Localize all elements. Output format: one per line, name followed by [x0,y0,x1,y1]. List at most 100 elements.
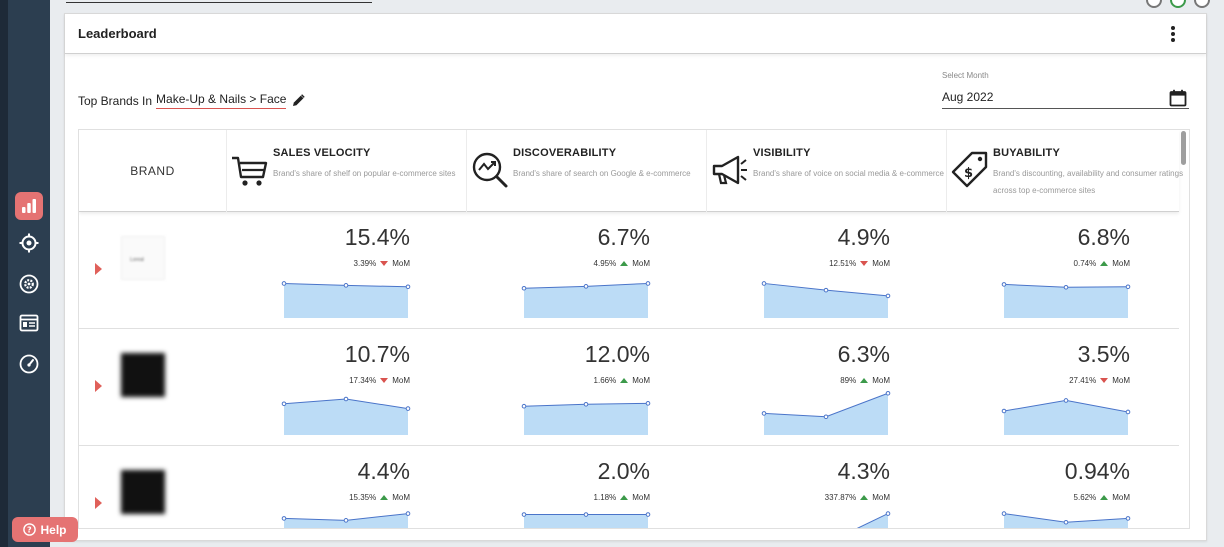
mom-change-value: 1.18% [593,493,617,502]
metric-description: Brand's share of voice on social media &… [753,169,944,178]
status-circle-green-icon[interactable] [1170,0,1186,8]
mom-change-value: 12.51% [829,259,857,268]
sparkline-point [1001,282,1007,287]
sparkline-area [524,403,648,435]
sparkline-point [1063,284,1069,290]
card-title: Leaderboard [78,26,157,41]
list-card-icon [19,314,39,332]
status-circle-icon[interactable] [1194,0,1210,8]
sparkline-point [281,516,287,521]
mom-label: MoM [632,493,650,502]
status-circle-icon[interactable] [1146,0,1162,8]
sparkline-point [645,281,651,286]
sparkline-point [761,411,767,416]
month-picker[interactable]: Aug 2022 [942,88,1189,109]
sidebar-item-cards[interactable] [15,309,43,337]
mom-label: MoM [392,259,410,268]
metric-cell: 2.0% 1.18% MoM [466,446,706,528]
metric-value: 0.94% [1064,458,1130,484]
metric-value: 3.5% [1077,341,1130,367]
metric-cell: 6.3% 89% MoM [706,329,946,446]
sparkline-point [645,512,651,517]
sparkline-point [281,281,287,286]
mom-change-value: 15.35% [349,493,377,502]
sparkline-line [856,513,889,528]
metric-title: BUYABILITY [993,147,1060,159]
target-icon [19,233,39,253]
table-row: 4.4% 15.35% MoM 2.0% 1.18% MoM 4.3% 337.87% MoM 0… [79,446,1179,528]
svg-text:?: ? [27,526,32,535]
table-scrollbar[interactable] [1181,131,1186,165]
sidebar-item-target[interactable] [15,229,43,257]
help-label: Help [40,522,67,537]
mom-change-value: 3.39% [353,259,377,268]
sparkline-point [1125,516,1131,521]
trend-sparkline [761,390,891,435]
sparkline-point [405,511,411,516]
sparkline-point [405,406,411,411]
trend-up-icon [1100,261,1109,266]
help-button[interactable]: ? Help [12,517,78,542]
sparkline-area [1004,513,1128,528]
trend-down-icon [380,378,389,383]
metric-cell: 3.5% 27.41% MoM [946,329,1186,446]
sparkline-point [1063,519,1069,525]
category-selector[interactable]: Make-Up & Nails > Face [156,92,287,109]
sparkline-area [764,393,888,435]
more-options-icon[interactable] [1168,24,1178,44]
metric-description: Brand's discounting, availability and co… [993,169,1184,195]
metric-value: 6.8% [1077,224,1130,250]
mom-change: 89% MoM [840,376,890,385]
mom-change: 27.41% MoM [1069,376,1130,385]
metric-description: Brand's share of search on Google & e-co… [513,169,691,178]
mom-change-value: 89% [840,376,857,385]
sparkline-point [885,390,891,396]
price-tag-icon: $ [951,151,988,188]
sales-velocity-header[interactable]: SALES VELOCITY Brand's share of shelf on… [226,130,466,212]
leaderboard-table: BRAND SALES VELOCITY Brand's share of sh… [78,129,1190,529]
buyability-header[interactable]: $ BUYABILITY Brand's discounting, availa… [946,130,1186,212]
sparkline-point [521,512,527,517]
sparkline-point [823,414,829,420]
visibility-header[interactable]: VISIBILITY Brand's share of voice on soc… [706,130,946,212]
sparkline-area [524,283,648,318]
bar-chart-icon [22,199,36,213]
brand-logo: Loreal [121,236,165,280]
calendar-icon[interactable] [1169,89,1187,111]
expand-row-icon[interactable] [95,497,102,509]
mom-change: 12.51% MoM [829,259,890,268]
sparkline-area [284,283,408,318]
category-filter: Top Brands In Make-Up & Nails > Face [78,92,306,109]
trend-down-icon [380,261,389,266]
mom-label: MoM [392,493,410,502]
sparkline-area [1004,284,1128,318]
metric-value: 6.7% [597,224,650,250]
sparkline-area [284,399,408,435]
sidebar-item-performance[interactable] [15,350,43,378]
metric-cell: 6.7% 4.95% MoM [466,212,706,329]
mom-label: MoM [1112,493,1130,502]
discoverability-header[interactable]: DISCOVERABILITY Brand's share of search … [466,130,706,212]
edit-pencil-icon[interactable] [292,94,306,107]
help-icon: ? [23,523,37,536]
mom-label: MoM [392,376,410,385]
metric-value: 4.4% [357,458,410,484]
megaphone-icon [712,155,747,185]
metric-cell: 15.4% 3.39% MoM [226,212,466,329]
mom-change: 3.39% MoM [354,259,410,268]
mom-label: MoM [872,259,890,268]
metric-title: VISIBILITY [753,147,811,159]
mom-label: MoM [1112,259,1130,268]
metric-value: 10.7% [344,341,410,367]
sidebar-item-leaderboard[interactable] [15,192,43,220]
mom-label: MoM [872,493,890,502]
trend-sparkline [521,401,651,435]
mom-label: MoM [632,259,650,268]
expand-row-icon[interactable] [95,263,102,275]
expand-row-icon[interactable] [95,380,102,392]
top-divider [66,2,372,3]
sparkline-point [583,401,589,407]
sidebar-item-settings[interactable] [15,270,43,298]
mom-change-value: 17.34% [349,376,377,385]
mom-label: MoM [872,376,890,385]
